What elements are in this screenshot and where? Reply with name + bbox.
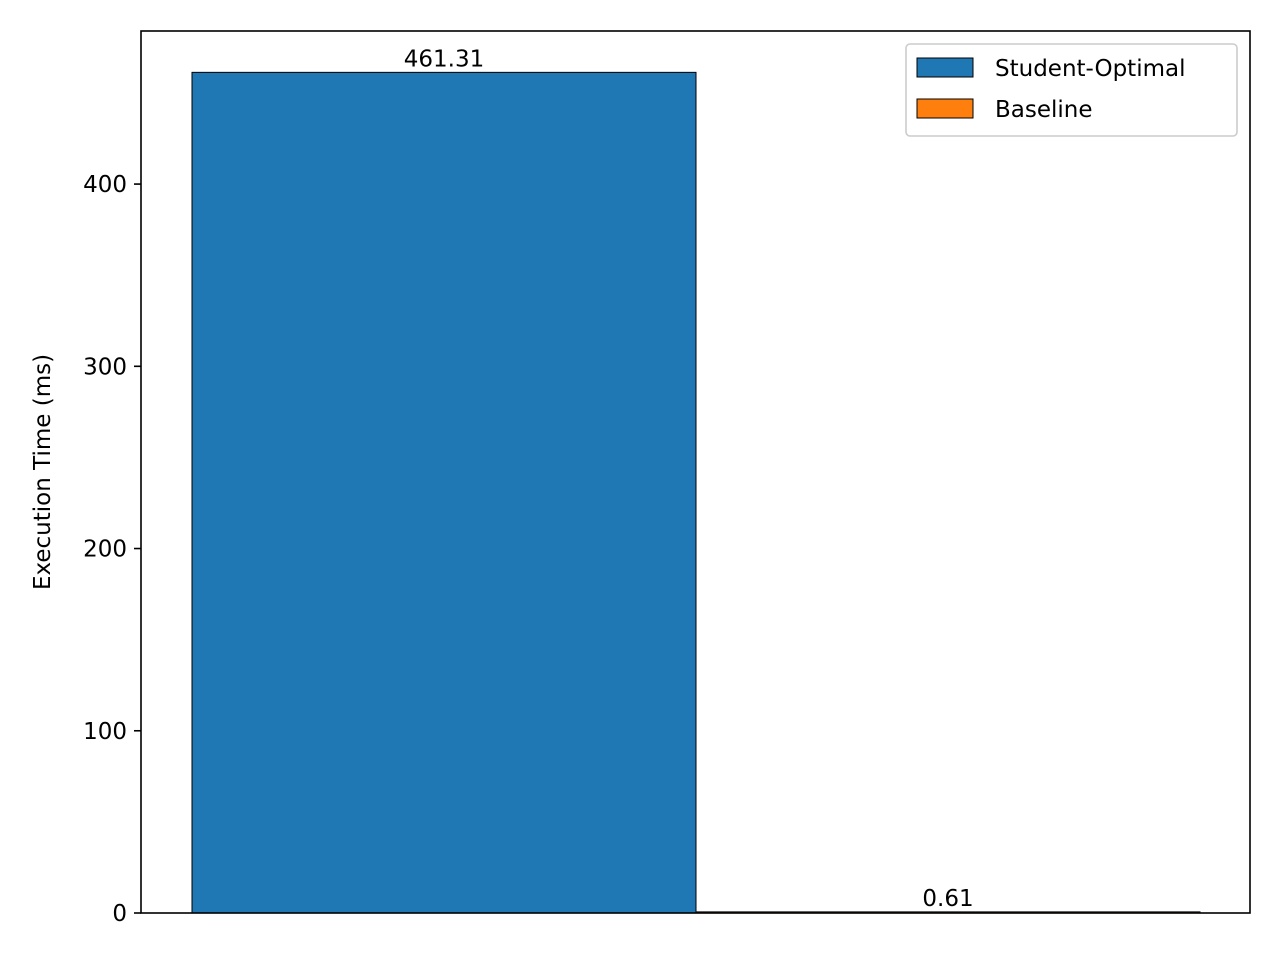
legend-frame [905, 43, 1238, 137]
legend-swatch [916, 57, 974, 78]
legend: Student-Optimal Baseline [905, 43, 1238, 137]
bar-value-label: 0.61 [922, 886, 973, 912]
y-axis: 0 100 200 300 400 [83, 172, 141, 927]
y-tick-label: 200 [83, 537, 127, 563]
legend-label: Baseline [995, 97, 1093, 123]
plot-frame [140, 30, 1251, 914]
y-tick-label: 0 [112, 901, 127, 927]
bars-layer [191, 71, 1201, 914]
y-tick-label: 100 [83, 719, 127, 745]
y-tick-label: 400 [83, 172, 127, 198]
bar-labels-layer: 461.31 0.61 [404, 46, 974, 912]
y-axis-label: Execution Time (ms) [30, 354, 56, 590]
bar-value-label: 461.31 [404, 46, 484, 72]
legend-label: Student-Optimal [995, 56, 1185, 82]
bar-student-optimal [191, 71, 697, 914]
y-tick-label: 300 [83, 354, 127, 380]
legend-swatch [916, 98, 974, 119]
